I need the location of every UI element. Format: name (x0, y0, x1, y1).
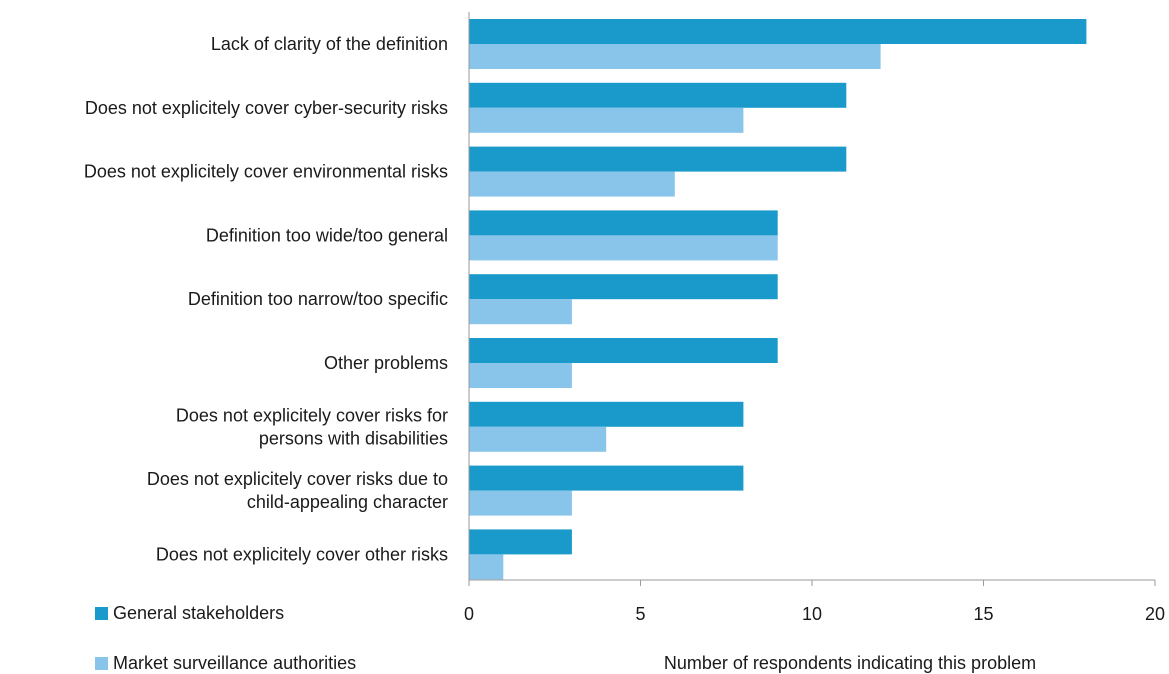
category-label-line: Other problems (324, 353, 448, 373)
bar-market-surveillance-authorities (469, 107, 744, 133)
category-label-line: Does not explicitely cover environmental… (84, 162, 448, 182)
bar-general-stakeholders (469, 338, 778, 363)
category-label-line: Does not explicitely cover risks for (176, 405, 448, 425)
bar-market-surveillance-authorities (469, 299, 572, 325)
bar-general-stakeholders (469, 401, 744, 427)
bar-market-surveillance-authorities (469, 554, 504, 580)
bar-general-stakeholders (469, 210, 778, 236)
category-label: Does not explicitely cover cyber-securit… (85, 98, 448, 118)
category-label: Does not explicitely cover risks for pers… (176, 405, 448, 448)
x-tick-label: 15 (973, 604, 993, 624)
category-label: Definition too narrow/too specific (188, 289, 448, 309)
bar-market-surveillance-authorities (469, 235, 778, 261)
bar-market-surveillance-authorities (469, 363, 572, 388)
legend-swatch-general-stakeholders (95, 607, 108, 620)
category-label-line: child-appealing character (247, 492, 448, 512)
x-tick-label: 20 (1145, 604, 1165, 624)
bar-market-surveillance-authorities (469, 171, 675, 197)
legend-label: General stakeholders (113, 603, 285, 623)
legend-swatch-market-surveillance-authorities (95, 657, 108, 670)
x-tick-label: 10 (802, 604, 822, 624)
category-labels: Lack of clarity of the definition Does no… (84, 34, 448, 564)
bar-general-stakeholders (469, 274, 778, 300)
category-label-line: Definition too narrow/too specific (188, 289, 448, 309)
x-axis-title: Number of respondents indicating this pr… (664, 653, 1036, 673)
x-tick-label: 5 (635, 604, 645, 624)
bars (469, 19, 1087, 580)
category-label-line: Lack of clarity of the definition (211, 34, 448, 54)
bar-general-stakeholders (469, 82, 847, 108)
category-label-line: Does not explicitely cover other risks (156, 544, 448, 564)
category-label-line: Does not explicitely cover cyber-securit… (85, 98, 448, 118)
legend-label: Market surveillance authorities (113, 653, 357, 673)
bar-general-stakeholders (469, 19, 1087, 44)
bar-market-surveillance-authorities (469, 490, 572, 516)
legend-item-general-stakeholders: General stakeholders (95, 603, 284, 624)
bar-market-surveillance-authorities (469, 426, 607, 452)
bar-general-stakeholders (469, 146, 847, 172)
bar-general-stakeholders (469, 465, 744, 491)
x-axis: 0 5 10 15 20 (464, 12, 1165, 624)
category-label-line: Does not explicitely cover risks due to (147, 469, 448, 489)
category-label: Does not explicitely cover risks due to c… (147, 469, 448, 512)
category-label: Definition too wide/too general (206, 225, 448, 245)
category-label: Does not explicitely cover environmental… (84, 162, 448, 182)
x-tick-label: 0 (464, 604, 474, 624)
bar-market-surveillance-authorities (469, 44, 881, 69)
category-label-line: persons with disabilities (259, 428, 448, 448)
category-label: Does not explicitely cover other risks (156, 544, 448, 564)
category-label: Other problems (324, 353, 448, 373)
category-label-line: Definition too wide/too general (206, 225, 448, 245)
legend-item-market-surveillance-authorities: Market surveillance authorities (95, 653, 356, 674)
bar-general-stakeholders (469, 529, 572, 555)
category-label: Lack of clarity of the definition (211, 34, 448, 54)
